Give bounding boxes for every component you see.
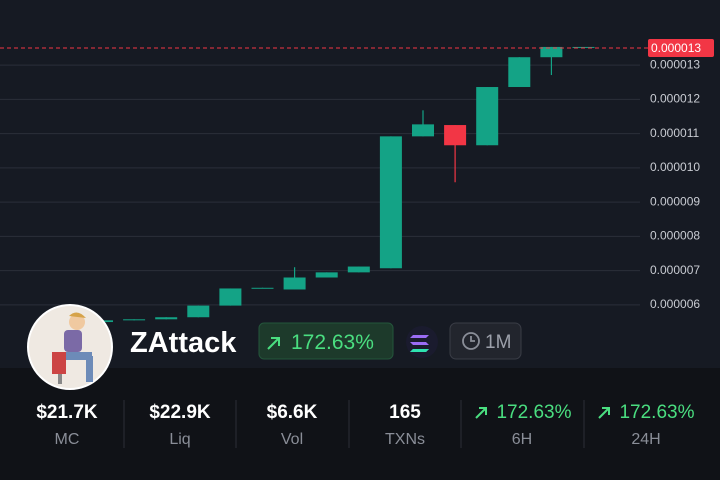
y-tick-label: 0.000007 bbox=[650, 263, 700, 277]
stat-value: 172.63% bbox=[619, 402, 694, 423]
candle-body bbox=[444, 125, 467, 146]
candle-body bbox=[155, 317, 178, 320]
last-price-label: 0.000013 bbox=[651, 41, 701, 55]
stat-label: Liq bbox=[169, 431, 190, 448]
chain-icon bbox=[406, 326, 438, 358]
stat-value: 172.63% bbox=[496, 402, 571, 423]
token-name: ZAttack bbox=[130, 327, 237, 359]
stat-value: $21.7K bbox=[36, 402, 98, 423]
y-tick-label: 0.000008 bbox=[650, 229, 700, 243]
last-price-box bbox=[648, 38, 714, 57]
avatar bbox=[27, 304, 113, 390]
change-badge: 172.63% bbox=[258, 322, 394, 360]
up-arrow bbox=[598, 407, 610, 419]
stat-label: 24H bbox=[631, 431, 660, 448]
candle-body bbox=[123, 319, 146, 321]
stat-value: $22.9K bbox=[149, 402, 211, 423]
timeframe[interactable]: 1M bbox=[485, 332, 511, 353]
chart: 0.000006 0.000007 0.000008 0.000009 0.000010… bbox=[0, 38, 714, 323]
stat-value: 165 bbox=[389, 402, 421, 423]
stat-label: TXNs bbox=[385, 431, 425, 448]
candle-body bbox=[540, 46, 563, 58]
candle-body bbox=[572, 46, 595, 48]
y-tick-label: 0.000009 bbox=[650, 194, 700, 208]
stat-value: $6.6K bbox=[267, 402, 318, 423]
candle-body bbox=[187, 305, 210, 318]
candle-body bbox=[347, 266, 370, 273]
up-arrow bbox=[475, 407, 487, 419]
candle-body bbox=[315, 272, 338, 278]
candle-body bbox=[251, 287, 274, 289]
stat-label: 6H bbox=[512, 431, 532, 448]
candle-body bbox=[476, 87, 499, 146]
y-tick-label: 0.000010 bbox=[650, 160, 700, 174]
stat-label: Vol bbox=[281, 431, 303, 448]
candle-body bbox=[508, 57, 531, 88]
candle-body bbox=[219, 288, 242, 306]
y-tick-label: 0.000006 bbox=[650, 297, 700, 311]
y-tick-label: 0.000013 bbox=[650, 57, 700, 71]
stats-panel bbox=[0, 368, 720, 480]
candle-body bbox=[412, 124, 434, 137]
candle-body bbox=[379, 136, 402, 269]
timeframe-badge[interactable]: 1M bbox=[449, 322, 522, 360]
stats: $21.7K MC $22.9K Liq $6.6K Vol 165 TXNs … bbox=[36, 400, 695, 448]
y-tick-label: 0.000011 bbox=[650, 126, 699, 140]
stat-label: MC bbox=[55, 431, 80, 448]
change-value: 172.63% bbox=[291, 331, 374, 354]
candle-body bbox=[283, 277, 306, 290]
y-tick-label: 0.000012 bbox=[650, 92, 700, 106]
